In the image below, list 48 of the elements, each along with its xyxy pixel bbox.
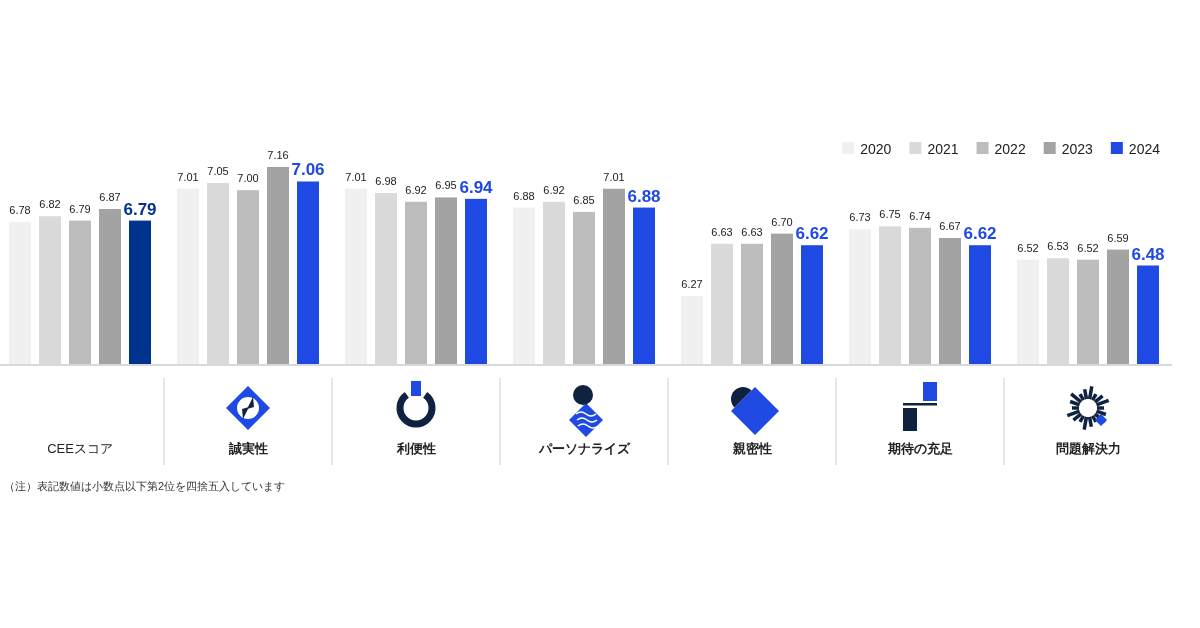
data-label: 6.82: [39, 198, 61, 211]
data-label: 6.75: [879, 208, 901, 221]
legend-label: 2020: [860, 141, 892, 157]
data-label: 6.70: [771, 215, 793, 228]
x-tick-label: 誠実性: [227, 441, 268, 456]
data-label: 7.01: [345, 170, 367, 183]
data-label: 6.98: [375, 175, 397, 188]
data-label: 6.92: [543, 183, 565, 196]
x-tick-label: 問題解決力: [1055, 441, 1121, 456]
data-label: 6.88: [513, 189, 535, 202]
data-label: 7.00: [237, 172, 259, 185]
text: （注）表記数値は小数点以下第2位を四捨五入しています: [4, 480, 286, 493]
legend-label: 2021: [927, 141, 959, 157]
data-label: 6.63: [741, 225, 763, 238]
data-label: 6.88: [627, 186, 661, 206]
data-label: 6.62: [795, 224, 829, 244]
data-label: 7.16: [267, 149, 289, 161]
x-tick-label: パーソナライズ: [537, 441, 631, 456]
data-label: 6.27: [681, 277, 703, 290]
data-label: 6.85: [573, 193, 595, 206]
data-label: 6.73: [849, 211, 871, 224]
data-label: 7.01: [177, 170, 199, 183]
data-label: 7.06: [291, 160, 325, 180]
data-label: 6.95: [435, 179, 457, 192]
data-label: 6.52: [1017, 241, 1039, 254]
data-label: 6.63: [711, 225, 733, 238]
data-label: 6.74: [909, 209, 931, 222]
data-label: 6.78: [9, 204, 31, 217]
data-label: 6.92: [405, 183, 427, 196]
data-label: 6.59: [1107, 231, 1129, 244]
data-label: 6.53: [1047, 240, 1069, 253]
data-label: 6.79: [69, 202, 91, 215]
legend-label: 2023: [1061, 141, 1094, 157]
x-tick-label: 期待の充足: [886, 441, 953, 456]
data-label: 6.48: [1131, 244, 1165, 264]
x-tick-label: CEEスコア: [47, 441, 113, 456]
data-label: 6.79: [123, 199, 157, 219]
data-label: 6.62: [963, 224, 997, 244]
data-label: 6.87: [99, 191, 121, 204]
data-label: 7.01: [603, 170, 625, 183]
x-tick-label: 親密性: [731, 441, 772, 456]
data-label: 6.52: [1077, 241, 1099, 254]
legend-label: 2022: [994, 141, 1026, 157]
x-tick-label: 利便性: [395, 441, 436, 456]
legend-label: 2024: [1128, 141, 1161, 157]
data-label: 7.05: [207, 164, 229, 177]
data-label: 6.67: [939, 219, 961, 232]
data-label: 6.94: [459, 177, 494, 197]
